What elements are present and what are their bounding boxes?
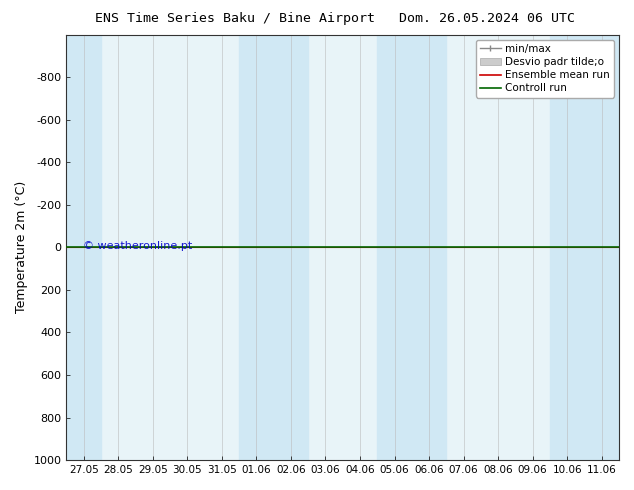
Text: ENS Time Series Baku / Bine Airport: ENS Time Series Baku / Bine Airport bbox=[95, 12, 375, 25]
Text: © weatheronline.pt: © weatheronline.pt bbox=[83, 241, 192, 251]
Text: Dom. 26.05.2024 06 UTC: Dom. 26.05.2024 06 UTC bbox=[399, 12, 576, 25]
Legend: min/max, Desvio padr tilde;o, Ensemble mean run, Controll run: min/max, Desvio padr tilde;o, Ensemble m… bbox=[476, 40, 614, 98]
Bar bbox=[67, 35, 101, 460]
Bar bbox=[550, 35, 619, 460]
Bar bbox=[239, 35, 308, 460]
Bar bbox=[377, 35, 446, 460]
Y-axis label: Temperature 2m (°C): Temperature 2m (°C) bbox=[15, 181, 28, 314]
